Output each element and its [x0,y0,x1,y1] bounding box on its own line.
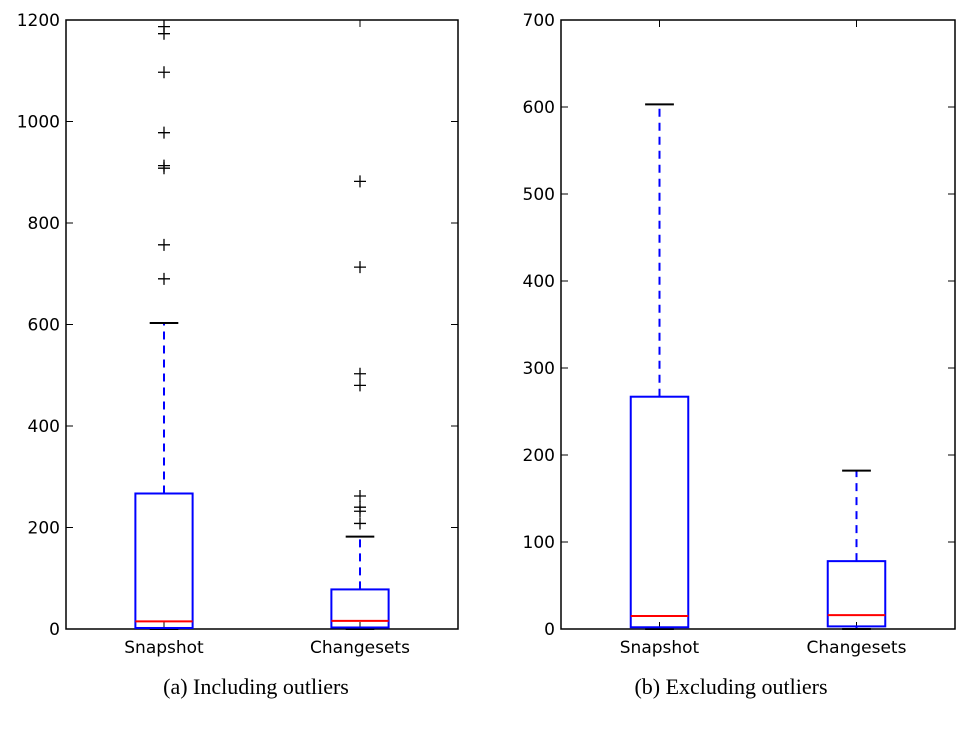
chart-panel-excluding-outliers: 0 100 200 300 400 500 600 700 Snapshot Changesets [523,11,956,658]
x-tick-label-changesets: Changesets [310,638,410,658]
outlier-snapshot [158,238,170,251]
y-tick-label: 1200 [17,11,60,31]
outlier-changesets [354,367,366,380]
y-tick-label: 1000 [17,113,60,133]
y-tick-label: 300 [523,359,555,379]
outlier-snapshot [158,159,170,172]
caption-including-outliers: (a) Including outliers [163,674,349,699]
y-tick-label: 100 [523,533,555,553]
box-changesets [330,588,390,629]
y-tick-label: 500 [523,185,555,205]
plot-frame [560,19,956,630]
y-tick-label: 200 [28,519,60,539]
y-tick-label: 0 [49,620,60,640]
x-tick-label-changesets: Changesets [807,638,907,658]
y-tick-label: 400 [523,272,555,292]
box-snapshot [629,395,690,629]
outlier-snapshot [158,20,170,33]
y-tick-label: 200 [523,446,555,466]
box-snapshot [134,492,194,629]
outlier-changesets [354,175,366,188]
outlier-changesets [354,517,366,530]
outlier-changesets [354,379,366,392]
chart-panel-including-outliers: 0 200 400 600 800 1000 1200 Snapshot Changesets [17,11,459,658]
x-tick-label-snapshot: Snapshot [620,638,700,658]
outlier-changesets [354,490,366,503]
y-tick-label: 0 [544,620,555,640]
outlier-changesets [354,261,366,274]
y-tick-label: 800 [28,214,60,234]
y-tick-label: 700 [523,11,555,31]
outlier-changesets [354,501,366,514]
y-tick-label: 600 [28,316,60,336]
outlier-snapshot [158,66,170,79]
outlier-snapshot [158,126,170,139]
x-tick-label-snapshot: Snapshot [124,638,204,658]
plot-frame [65,19,459,630]
y-tick-label: 600 [523,98,555,118]
box-changesets [826,560,887,628]
outlier-snapshot [158,272,170,285]
y-tick-label: 400 [28,417,60,437]
caption-excluding-outliers: (b) Excluding outliers [634,674,827,699]
